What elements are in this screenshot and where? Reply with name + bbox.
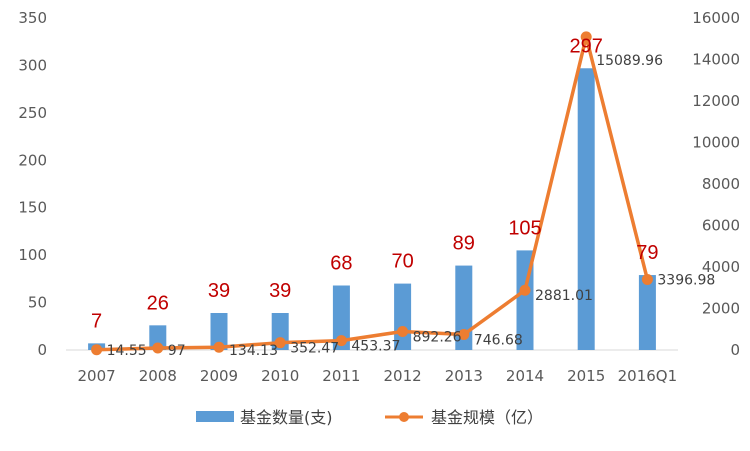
bar	[638, 275, 656, 350]
line-series	[91, 31, 653, 356]
bar-data-label: 68	[330, 252, 352, 274]
legend-label-line: 基金规模（亿）	[431, 408, 543, 427]
line-data-label: 97	[168, 343, 186, 359]
line-data-label: 746.68	[474, 333, 523, 349]
line-point	[335, 335, 347, 347]
x-axis-tick-label: 2007	[78, 367, 116, 385]
right-axis-tick-label: 8000	[702, 175, 740, 193]
bar-data-label: 39	[269, 280, 291, 302]
left-axis: 0 50 100 150 200 250 300 350	[18, 9, 47, 359]
line-point	[91, 344, 103, 356]
left-axis-tick-label: 100	[18, 246, 47, 264]
line-labels: 14.55 97 134.13 352.47 453.37 892.26 746.68 288…	[107, 53, 716, 359]
line-data-label: 352.47	[290, 341, 339, 357]
x-axis-tick-label: 2011	[322, 367, 360, 385]
bar-data-label: 39	[208, 280, 230, 302]
legend-swatch-bars	[196, 411, 234, 422]
x-axis-tick-label: 2015	[567, 367, 605, 385]
right-axis-tick-label: 0	[730, 341, 740, 359]
line-data-label: 3396.98	[657, 273, 715, 289]
bar-data-label: 105	[508, 217, 541, 239]
x-axis-tick-label: 2008	[139, 367, 177, 385]
bar	[332, 285, 350, 350]
line-data-label: 2881.01	[535, 288, 593, 304]
line-point	[641, 274, 653, 286]
line-point	[458, 329, 470, 341]
right-axis-tick-label: 12000	[692, 92, 740, 110]
right-axis-tick-label: 16000	[692, 9, 740, 27]
legend: 基金数量(支) 基金规模（亿）	[196, 408, 543, 427]
bar	[577, 68, 595, 350]
bar	[149, 325, 167, 350]
left-axis-tick-label: 50	[28, 294, 47, 312]
legend-swatch-marker	[399, 412, 409, 422]
x-axis-tick-label: 2010	[261, 367, 299, 385]
x-axis-tick-label: 2013	[445, 367, 483, 385]
left-axis-tick-label: 300	[18, 56, 47, 74]
legend-label-bars: 基金数量(支)	[240, 408, 333, 427]
line-data-label: 892.26	[413, 329, 462, 345]
x-axis-tick-label: 2016Q1	[618, 367, 678, 385]
line-data-label: 15089.96	[596, 53, 663, 69]
left-axis-tick-label: 150	[18, 199, 47, 217]
left-axis-tick-label: 250	[18, 104, 47, 122]
line-point	[519, 284, 531, 296]
bar-data-label: 26	[147, 292, 169, 314]
bar-labels: 7 26 39 39 68 70 89 105 297 79	[91, 35, 658, 332]
x-axis-tick-label: 2009	[200, 367, 238, 385]
line-data-label: 453.37	[351, 339, 400, 355]
bar-series	[88, 68, 656, 350]
bar-data-label: 79	[636, 242, 658, 264]
left-axis-tick-label: 350	[18, 9, 47, 27]
right-axis-tick-label: 10000	[692, 134, 740, 152]
x-axis: 2007 2008 2009 2010 2011 2012 2013 2014 2015 2016…	[78, 367, 678, 385]
right-axis-tick-label: 14000	[692, 51, 740, 69]
right-axis: 0 2000 4000 6000 8000 10000 12000 14000 16000	[692, 9, 740, 359]
bar	[210, 313, 228, 350]
bar	[455, 265, 473, 350]
x-axis-tick-label: 2014	[506, 367, 544, 385]
x-axis-tick-label: 2012	[384, 367, 422, 385]
right-axis-tick-label: 4000	[702, 258, 740, 276]
series-line	[96, 35, 650, 352]
bar-data-label: 297	[570, 35, 603, 57]
bar-data-label: 7	[91, 310, 102, 332]
bar-data-label: 89	[453, 233, 475, 255]
line-point	[274, 337, 286, 349]
line-data-label: 14.55	[107, 343, 147, 359]
line-data-label: 134.13	[229, 343, 278, 359]
line-point	[152, 342, 164, 354]
left-axis-tick-label: 0	[37, 341, 47, 359]
right-axis-tick-label: 2000	[702, 300, 740, 318]
line-point	[580, 31, 592, 43]
line-point	[213, 341, 225, 353]
line-point	[397, 325, 409, 337]
bar-data-label: 70	[391, 251, 413, 273]
left-axis-tick-label: 200	[18, 151, 47, 169]
right-axis-tick-label: 6000	[702, 217, 740, 235]
